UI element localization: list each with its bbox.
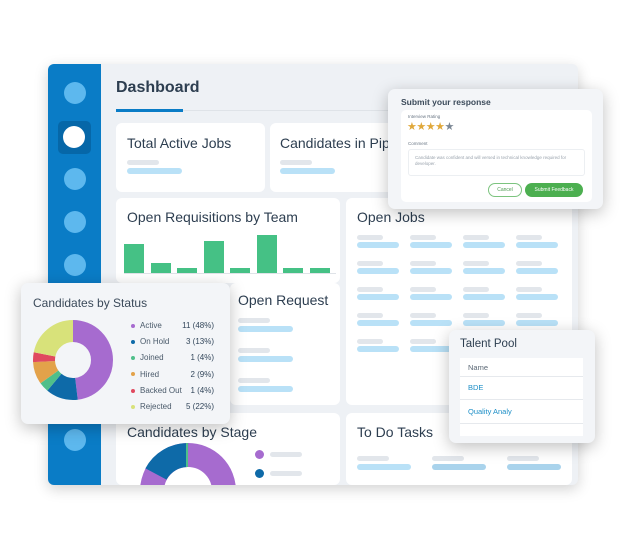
legend-dot <box>255 450 264 459</box>
card-title: Open Requisitions by Team <box>127 209 298 225</box>
legend-label: Active <box>140 321 162 330</box>
legend-dot <box>131 356 135 361</box>
legend-item: Hired <box>131 370 159 379</box>
card-title: To Do Tasks <box>357 424 433 440</box>
legend-item: Backed Out <box>131 386 182 395</box>
talent-pool-table: Name BDE Quality Analy <box>460 358 583 436</box>
talent-pool-popup: Talent Pool Name BDE Quality Analy <box>449 330 595 443</box>
card-title: Open Request <box>238 292 329 308</box>
legend-label: Joined <box>140 353 164 363</box>
popup-title: Submit your response <box>401 97 491 107</box>
requisition-bar <box>203 241 224 273</box>
card-candidates-by-stage[interactable]: Candidates by Stage <box>116 413 340 485</box>
submit-response-popup: Submit your response Interview Rating ★★… <box>388 89 603 209</box>
legend-dot <box>131 372 135 377</box>
legend-value: 2 (9%) <box>190 369 214 379</box>
star-icon[interactable]: ★ <box>435 121 445 133</box>
donut-slice-on-hold <box>33 320 113 400</box>
legend-item: Joined <box>131 353 164 362</box>
nav-item[interactable] <box>64 82 86 104</box>
legend-label: Backed Out <box>140 385 182 395</box>
status-donut-chart <box>33 320 113 400</box>
legend-value: 1 (4%) <box>190 353 214 363</box>
star-icon[interactable]: ★ <box>407 121 417 133</box>
title-underline <box>116 109 183 112</box>
legend-label: Hired <box>140 369 160 379</box>
legend-label: On Hold <box>140 337 170 347</box>
requisition-bar <box>256 235 277 273</box>
card-title: Open Jobs <box>357 209 425 225</box>
cancel-button[interactable]: Cancel <box>488 183 522 197</box>
donut-slice-backed-out <box>33 320 113 400</box>
nav-item[interactable] <box>64 168 86 190</box>
legend-dot <box>131 388 135 393</box>
requisitions-bar-chart <box>124 228 336 274</box>
donut-slice-rejected <box>33 320 113 400</box>
legend-value: 11 (48%) <box>182 321 214 330</box>
nav-item[interactable] <box>64 254 86 276</box>
comment-textarea[interactable]: Candidate was confident and will versed … <box>408 149 585 176</box>
legend-value: 3 (13%) <box>185 337 214 347</box>
star-icon[interactable]: ★ <box>416 121 426 133</box>
legend-item: Rejected <box>131 402 172 411</box>
legend-item: Active <box>131 321 162 330</box>
legend-dot <box>255 469 264 478</box>
column-header-name: Name <box>468 363 489 372</box>
legend-dot <box>131 404 135 409</box>
requisition-bar <box>150 263 171 273</box>
submit-feedback-button[interactable]: Submit Feedback <box>525 183 583 197</box>
card-title: Candidates by Stage <box>127 424 257 440</box>
legend-item: On Hold <box>131 337 169 346</box>
card-title: Total Active Jobs <box>127 135 232 151</box>
card-open-request[interactable]: Open Request <box>230 283 340 405</box>
table-row[interactable]: Quality Analy <box>468 407 512 416</box>
response-form: Interview Rating ★★★★★ Comment Candidate… <box>401 110 592 202</box>
legend-dot <box>131 340 135 345</box>
stage-donut-chart <box>140 443 236 485</box>
comment-label: Comment <box>408 141 428 146</box>
popup-title: Candidates by Status <box>33 296 148 310</box>
page-title: Dashboard <box>116 79 200 96</box>
legend-value: 5 (22%) <box>185 402 214 411</box>
star-icon[interactable]: ★ <box>425 121 436 133</box>
legend-label: Rejected <box>140 402 172 411</box>
card-total-active-jobs[interactable]: Total Active Jobs <box>116 123 265 192</box>
divider <box>183 110 578 111</box>
requisition-bar <box>177 268 197 273</box>
nav-item-selected[interactable] <box>58 121 91 154</box>
nav-icon <box>63 126 85 148</box>
card-title: Candidates in Pip <box>280 135 390 151</box>
legend-value: 1 (4%) <box>190 385 214 395</box>
card-open-requisitions[interactable]: Open Requisitions by Team <box>116 198 340 283</box>
stage-slice <box>145 443 189 481</box>
nav-item[interactable] <box>64 429 86 451</box>
requisition-bar <box>124 244 144 273</box>
star-rating[interactable]: ★★★★★ <box>407 120 454 133</box>
requisition-bar <box>283 268 303 273</box>
star-icon[interactable]: ★ <box>444 121 455 133</box>
legend-dot <box>131 323 135 328</box>
rating-label: Interview Rating <box>408 114 441 119</box>
requisition-bar <box>309 268 330 273</box>
nav-item[interactable] <box>64 211 86 233</box>
table-row[interactable]: BDE <box>468 383 484 392</box>
popup-title: Talent Pool <box>460 338 517 350</box>
requisition-bar <box>230 268 250 273</box>
candidates-by-status-popup: Candidates by Status Active 11 (48%) On Ho… <box>21 283 230 424</box>
